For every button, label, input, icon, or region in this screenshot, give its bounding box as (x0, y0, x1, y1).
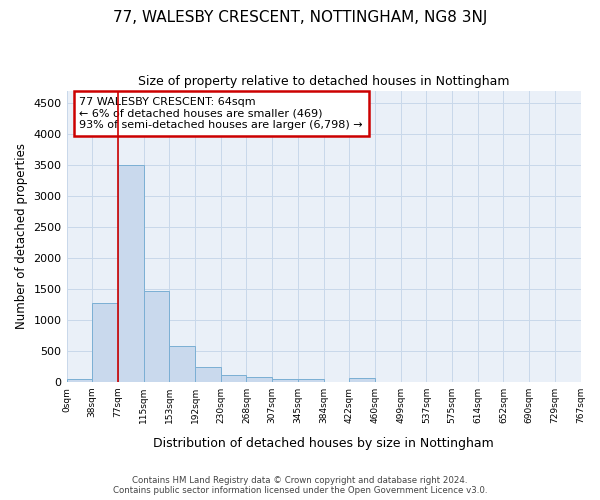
Bar (298, 379, 323, 382)
Y-axis label: Number of detached properties: Number of detached properties (15, 143, 28, 329)
Bar (272, 379, 298, 382)
X-axis label: Distribution of detached houses by size in Nottingham: Distribution of detached houses by size … (153, 437, 494, 450)
Bar (118, 165, 143, 382)
Title: Size of property relative to detached houses in Nottingham: Size of property relative to detached ho… (138, 75, 509, 88)
Bar (169, 346, 195, 382)
Bar (247, 377, 272, 382)
Bar (143, 292, 169, 382)
Bar (349, 378, 375, 382)
Bar (67, 380, 92, 382)
Bar (195, 367, 221, 382)
Bar (92, 302, 118, 382)
Bar (221, 375, 247, 382)
Text: Contains HM Land Registry data © Crown copyright and database right 2024.
Contai: Contains HM Land Registry data © Crown c… (113, 476, 487, 495)
Text: 77, WALESBY CRESCENT, NOTTINGHAM, NG8 3NJ: 77, WALESBY CRESCENT, NOTTINGHAM, NG8 3N… (113, 10, 487, 25)
Text: 77 WALESBY CRESCENT: 64sqm
← 6% of detached houses are smaller (469)
93% of semi: 77 WALESBY CRESCENT: 64sqm ← 6% of detac… (79, 97, 363, 130)
